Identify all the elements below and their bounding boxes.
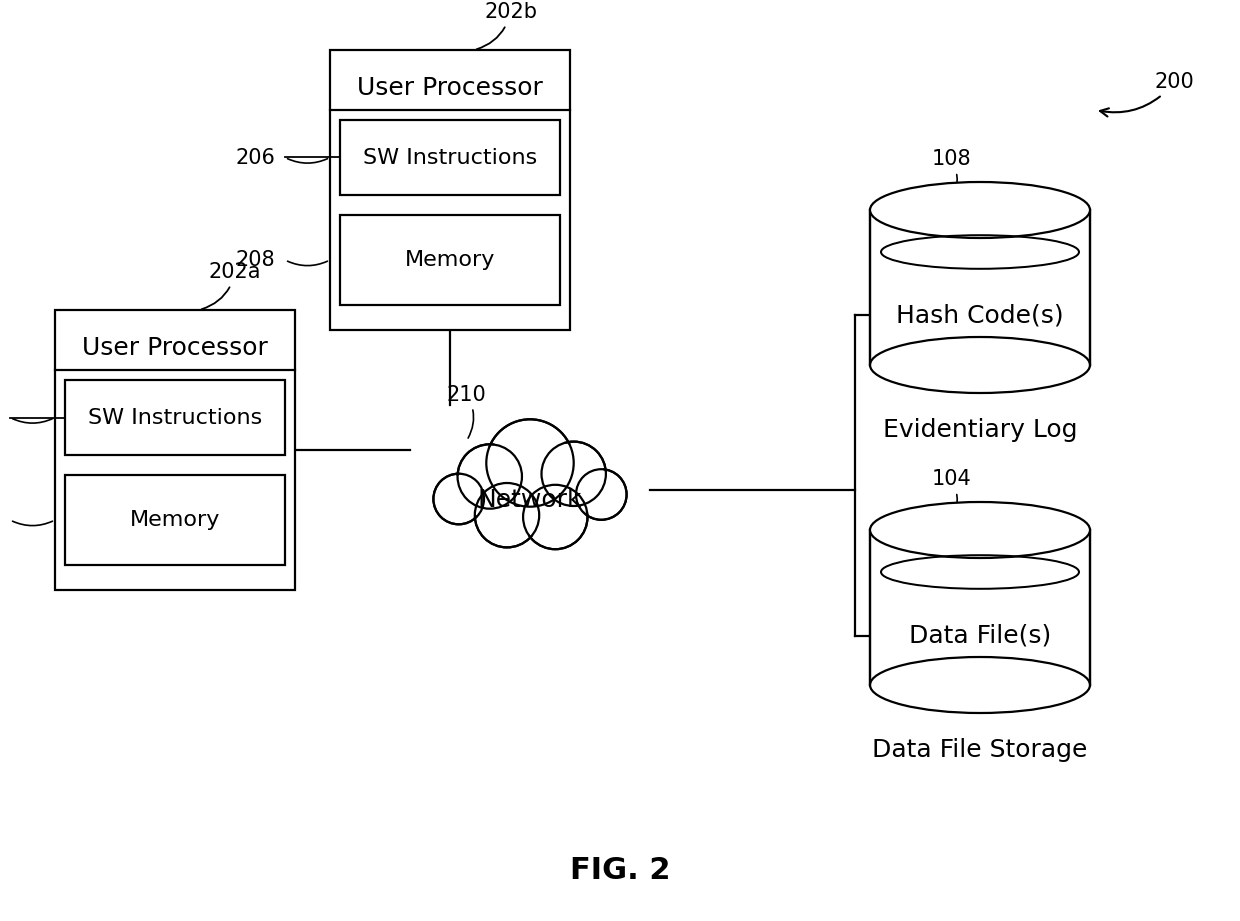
Text: Hash Code(s): Hash Code(s) bbox=[897, 304, 1064, 328]
Circle shape bbox=[460, 447, 520, 507]
Text: Data File Storage: Data File Storage bbox=[872, 738, 1087, 762]
Text: 200: 200 bbox=[1100, 72, 1195, 117]
Text: 208: 208 bbox=[236, 250, 275, 270]
Circle shape bbox=[486, 419, 574, 507]
Bar bbox=[870, 210, 1090, 365]
Circle shape bbox=[434, 473, 484, 524]
Ellipse shape bbox=[870, 182, 1090, 238]
Circle shape bbox=[542, 441, 606, 506]
Text: SW Instructions: SW Instructions bbox=[88, 407, 262, 427]
Text: 210: 210 bbox=[446, 384, 486, 438]
Circle shape bbox=[526, 487, 585, 547]
Bar bbox=[64, 475, 285, 565]
Bar bbox=[55, 310, 295, 590]
Bar bbox=[330, 50, 570, 330]
Text: 202a: 202a bbox=[202, 262, 262, 309]
Ellipse shape bbox=[870, 337, 1090, 393]
Text: SW Instructions: SW Instructions bbox=[363, 147, 537, 168]
Text: Network: Network bbox=[477, 488, 583, 512]
Circle shape bbox=[490, 423, 570, 503]
Bar bbox=[870, 530, 1090, 685]
Circle shape bbox=[523, 484, 588, 549]
Text: 206: 206 bbox=[236, 147, 275, 168]
Ellipse shape bbox=[870, 657, 1090, 713]
Circle shape bbox=[435, 476, 482, 522]
Text: User Processor: User Processor bbox=[82, 336, 268, 360]
Text: 202b: 202b bbox=[476, 2, 537, 49]
Circle shape bbox=[578, 472, 625, 518]
Text: User Processor: User Processor bbox=[357, 76, 543, 100]
Bar bbox=[64, 380, 285, 455]
Circle shape bbox=[477, 485, 537, 545]
Bar bbox=[340, 215, 560, 305]
Text: 104: 104 bbox=[932, 469, 972, 528]
Text: Memory: Memory bbox=[404, 250, 495, 270]
Text: Data File(s): Data File(s) bbox=[909, 624, 1052, 647]
Circle shape bbox=[458, 444, 522, 508]
Bar bbox=[340, 120, 560, 195]
Circle shape bbox=[475, 483, 539, 547]
Text: 108: 108 bbox=[932, 149, 972, 208]
Circle shape bbox=[577, 469, 626, 519]
Ellipse shape bbox=[870, 502, 1090, 558]
Text: Evidentiary Log: Evidentiary Log bbox=[883, 418, 1078, 442]
Text: Memory: Memory bbox=[130, 510, 221, 530]
Text: FIG. 2: FIG. 2 bbox=[569, 856, 671, 884]
Circle shape bbox=[544, 444, 604, 504]
